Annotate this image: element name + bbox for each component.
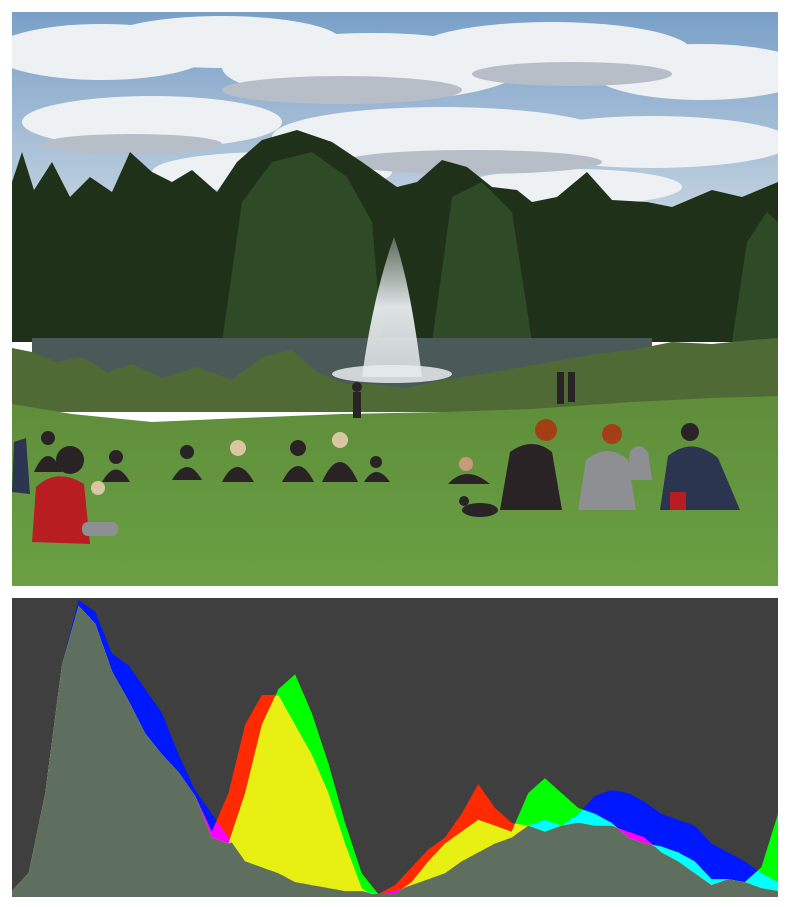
duck xyxy=(459,496,498,517)
seated-crowd xyxy=(12,419,740,544)
park-fountain-photo xyxy=(12,12,778,586)
histogram-channels xyxy=(12,600,778,897)
fountain-spray xyxy=(332,365,452,383)
reeds xyxy=(12,338,778,412)
yellow-flower xyxy=(91,481,105,495)
tree-line xyxy=(12,130,778,342)
person-red-shirt xyxy=(32,476,90,544)
all-channels-overlap xyxy=(12,605,778,897)
tree-highlights xyxy=(222,152,778,342)
clouds xyxy=(12,16,778,205)
cloud-shadows xyxy=(42,62,672,174)
person-red-legs xyxy=(82,522,118,536)
fountain xyxy=(362,237,422,377)
lawn xyxy=(12,396,778,586)
walking-figure xyxy=(352,382,362,418)
rgb-histogram xyxy=(12,598,778,897)
person-red-head xyxy=(56,446,84,474)
standing-pair xyxy=(557,372,575,404)
